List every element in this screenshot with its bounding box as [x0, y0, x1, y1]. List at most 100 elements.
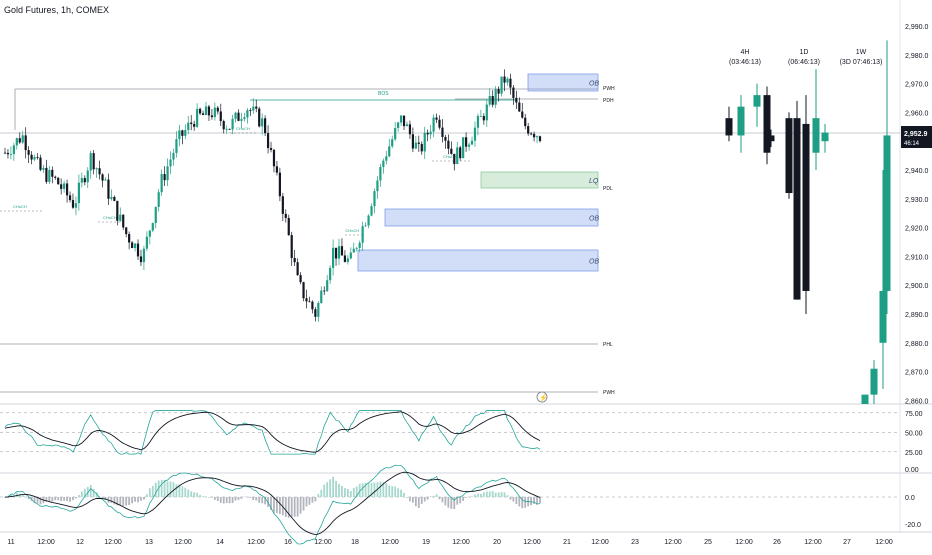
time-tick-label: 14 [216, 539, 224, 546]
macd-histogram-bar [299, 497, 302, 514]
candle-body [130, 242, 134, 249]
macd-histogram-bar [420, 497, 423, 505]
macd-histogram-bar [39, 497, 42, 505]
candle-body [459, 147, 462, 159]
candle-body [12, 145, 15, 155]
candle-body [485, 104, 488, 121]
zone-label: OB [589, 259, 599, 266]
time-tick-label: 19 [422, 539, 430, 546]
candle-body [201, 113, 205, 115]
candle-body [48, 169, 51, 182]
candle-body [497, 89, 500, 94]
macd-histogram-bar [329, 479, 332, 497]
macd-histogram-bar [148, 488, 151, 497]
candle-body [414, 142, 417, 149]
candle-body [311, 301, 314, 310]
macd-histogram-bar [394, 486, 397, 497]
htf-candle-body [861, 394, 869, 404]
candle-body [281, 196, 284, 214]
zone-label: OB [589, 216, 599, 223]
macd-histogram-bar [276, 497, 278, 514]
candle-body [45, 167, 48, 182]
macd-histogram-bar [488, 491, 491, 497]
candle-body [331, 247, 335, 268]
macd-histogram-bar [125, 497, 128, 506]
candle-body [249, 110, 252, 111]
candle-body [54, 176, 57, 178]
candle-body [204, 106, 208, 115]
macd-histogram-bar [219, 497, 222, 503]
candle-body [326, 280, 329, 292]
zone-box [357, 249, 599, 272]
candle-body [95, 168, 98, 170]
macd-histogram-bar [243, 496, 246, 497]
macd-histogram-bar [36, 497, 39, 504]
macd-histogram-bar [205, 496, 207, 498]
candle-body [385, 156, 388, 161]
macd-histogram-bar [367, 482, 370, 497]
candle-body [370, 206, 373, 216]
time-tick-label: 20 [493, 539, 501, 546]
time-tick-label: 12:00 [37, 539, 55, 546]
candle-body [193, 123, 196, 127]
macd-histogram-bar [10, 494, 12, 497]
htf-candle-body [812, 118, 820, 153]
candle-body [417, 142, 420, 144]
time-tick-label: 12:00 [104, 539, 122, 546]
rsi-tick-label: 50.00 [905, 430, 923, 437]
time-tick-label: 12:00 [591, 539, 609, 546]
candle-body [51, 169, 54, 177]
macd-histogram-bar [258, 497, 261, 503]
macd-histogram-bar [397, 488, 400, 497]
macd-histogram-bar [175, 484, 178, 497]
htf-candle-body [737, 106, 745, 136]
candle-body [305, 298, 308, 302]
htf-candle-body [883, 135, 891, 291]
candle-body [405, 124, 409, 127]
macd-histogram-bar [311, 497, 314, 503]
choch-label: CHoCH [236, 126, 250, 131]
last-price-tag [901, 126, 932, 148]
macd-histogram-bar [518, 497, 521, 507]
macd-histogram-bar [249, 497, 252, 499]
time-tick-label: 16 [284, 539, 292, 546]
macd-histogram-bar [403, 492, 405, 497]
candle-body [24, 135, 27, 151]
macd-histogram-bar [240, 497, 243, 499]
candle-body [482, 116, 485, 121]
macd-histogram-bar [426, 497, 429, 500]
macd-histogram-bar [536, 497, 538, 505]
time-tick-label: 12:00 [804, 539, 822, 546]
candle-body [488, 96, 491, 105]
price-tick-label: 2,960.0 [905, 110, 928, 117]
candle-body [391, 139, 394, 147]
macd-tick-label: -20.0 [905, 522, 921, 529]
candle-body [154, 206, 157, 224]
macd-histogram-bar [116, 497, 119, 506]
htf-candle-body [753, 95, 761, 107]
candle-body [225, 128, 228, 130]
macd-histogram-bar [77, 495, 80, 497]
candle-body [184, 129, 187, 136]
candle-body [9, 154, 13, 155]
candle-body [125, 227, 128, 235]
candle-body [515, 97, 518, 103]
candle-body [228, 128, 231, 130]
candle-body [33, 157, 36, 160]
time-tick-label: 12 [76, 539, 84, 546]
pdh-label: PDH [603, 98, 614, 104]
candle-body [122, 214, 125, 228]
candle-body [535, 136, 539, 138]
candle-body [148, 230, 151, 237]
candle-body [399, 115, 403, 123]
rsi-ma-line [4, 411, 541, 453]
macd-histogram-bar [335, 480, 337, 497]
candle-body [231, 118, 234, 130]
macd-histogram-bar [154, 482, 157, 497]
candle-body [196, 108, 199, 127]
phl-label: PHL [603, 342, 613, 348]
candle-body [210, 115, 214, 118]
candle-body [261, 118, 264, 127]
macd-histogram-bar [213, 497, 216, 500]
